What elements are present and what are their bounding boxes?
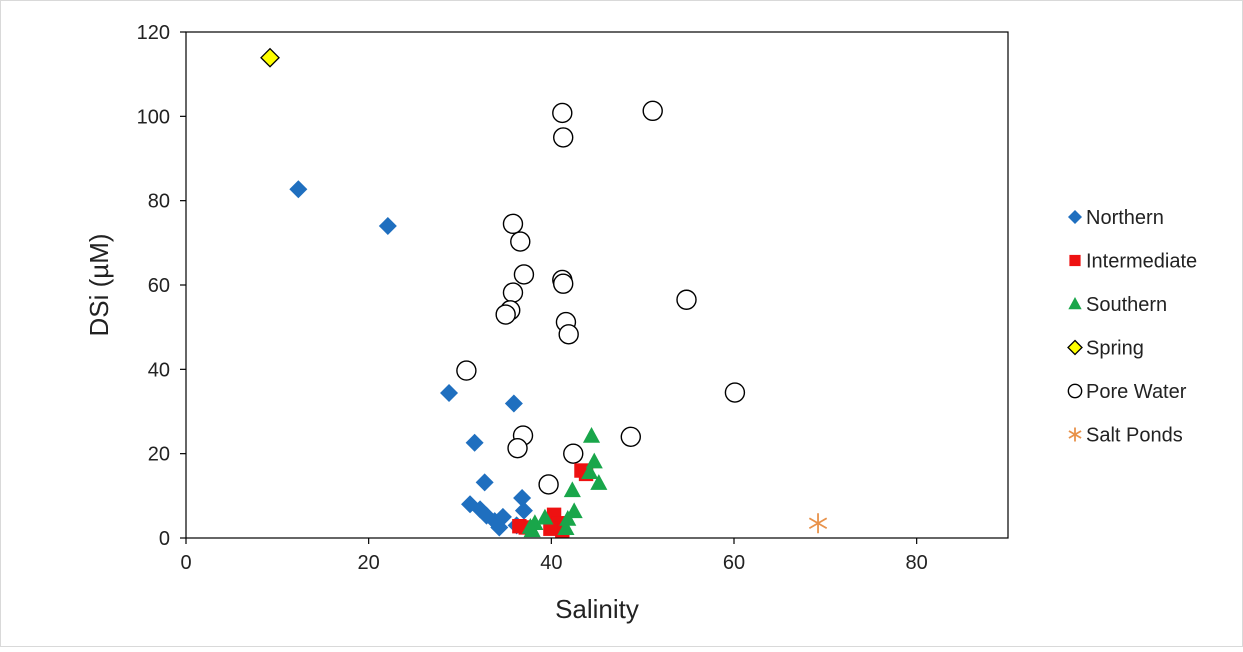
data-point-northern <box>440 383 459 402</box>
data-point-northern <box>475 473 494 492</box>
data-point-southern <box>590 474 608 490</box>
legend-label-southern: Southern <box>1086 294 1167 316</box>
data-point-pore-water <box>676 289 697 310</box>
data-point-southern <box>582 426 601 443</box>
data-point-northern <box>378 216 397 235</box>
data-point-pore-water <box>642 100 663 122</box>
data-point-pore-water <box>502 213 524 235</box>
legend-marker-southern <box>1068 297 1082 310</box>
plot-points <box>260 47 828 538</box>
y-tick-label: 60 <box>148 275 170 297</box>
legend-label-spring: Spring <box>1086 338 1144 360</box>
data-point-pore-water <box>538 474 559 495</box>
legend-marker-northern <box>1068 210 1082 224</box>
data-point-southern <box>536 508 554 525</box>
data-point-northern <box>514 501 533 520</box>
legend-label-intermediate: Intermediate <box>1086 251 1197 273</box>
legend-label-northern: Northern <box>1086 207 1164 229</box>
data-point-pore-water <box>724 382 746 403</box>
legend-marker-intermediate <box>1069 254 1081 267</box>
legend-marker-salt-ponds <box>1068 427 1082 442</box>
data-point-pore-water <box>495 304 516 325</box>
data-point-pore-water <box>513 264 535 285</box>
data-point-southern <box>523 521 541 538</box>
axis-ticks: 0 20 40 60 80 0 20 40 60 80 100 120 <box>137 22 928 574</box>
legend-marker-spring <box>1067 339 1083 356</box>
data-point-southern <box>563 481 581 498</box>
y-tick-label: 100 <box>137 106 170 128</box>
data-point-pore-water <box>552 102 573 124</box>
legend-label-salt-ponds: Salt Ponds <box>1086 425 1183 447</box>
data-point-southern <box>557 519 575 536</box>
y-tick-label: 40 <box>148 359 170 381</box>
data-point-northern <box>490 518 509 537</box>
data-point-northern <box>504 394 523 413</box>
y-tick-label: 0 <box>159 528 170 550</box>
data-point-salt-ponds <box>808 513 828 534</box>
data-point-pore-water <box>456 360 477 381</box>
data-point-intermediate <box>543 521 558 536</box>
x-tick-label: 40 <box>540 552 562 574</box>
x-tick-label: 80 <box>906 552 928 574</box>
data-point-northern <box>465 433 484 452</box>
data-point-pore-water <box>507 437 528 459</box>
x-tick-label: 0 <box>180 552 191 574</box>
data-point-pore-water <box>563 443 584 464</box>
data-point-northern <box>289 180 308 199</box>
legend-label-pore-water: Pore Water <box>1086 381 1187 403</box>
y-tick-label: 20 <box>148 444 170 466</box>
data-point-southern <box>559 510 577 526</box>
data-point-pore-water <box>558 324 579 345</box>
data-point-pore-water <box>510 231 531 252</box>
y-tick-label: 80 <box>148 191 170 213</box>
plot-area-border <box>185 31 1009 539</box>
legend: Northern Intermediate Southern Spring Pore W… <box>1067 207 1197 447</box>
data-point-pore-water <box>620 426 641 447</box>
data-point-northern <box>513 488 532 507</box>
x-tick-label: 20 <box>358 552 380 574</box>
data-point-pore-water <box>553 273 574 294</box>
y-axis-title: DSi (µM) <box>84 233 114 336</box>
legend-marker-pore-water <box>1067 383 1083 399</box>
data-point-pore-water <box>502 282 524 303</box>
y-tick-label: 120 <box>137 22 170 44</box>
x-tick-label: 60 <box>723 552 745 574</box>
data-point-spring <box>260 47 280 68</box>
data-point-pore-water <box>553 127 574 148</box>
data-point-southern <box>581 463 599 479</box>
x-axis-title: Salinity <box>555 594 639 624</box>
